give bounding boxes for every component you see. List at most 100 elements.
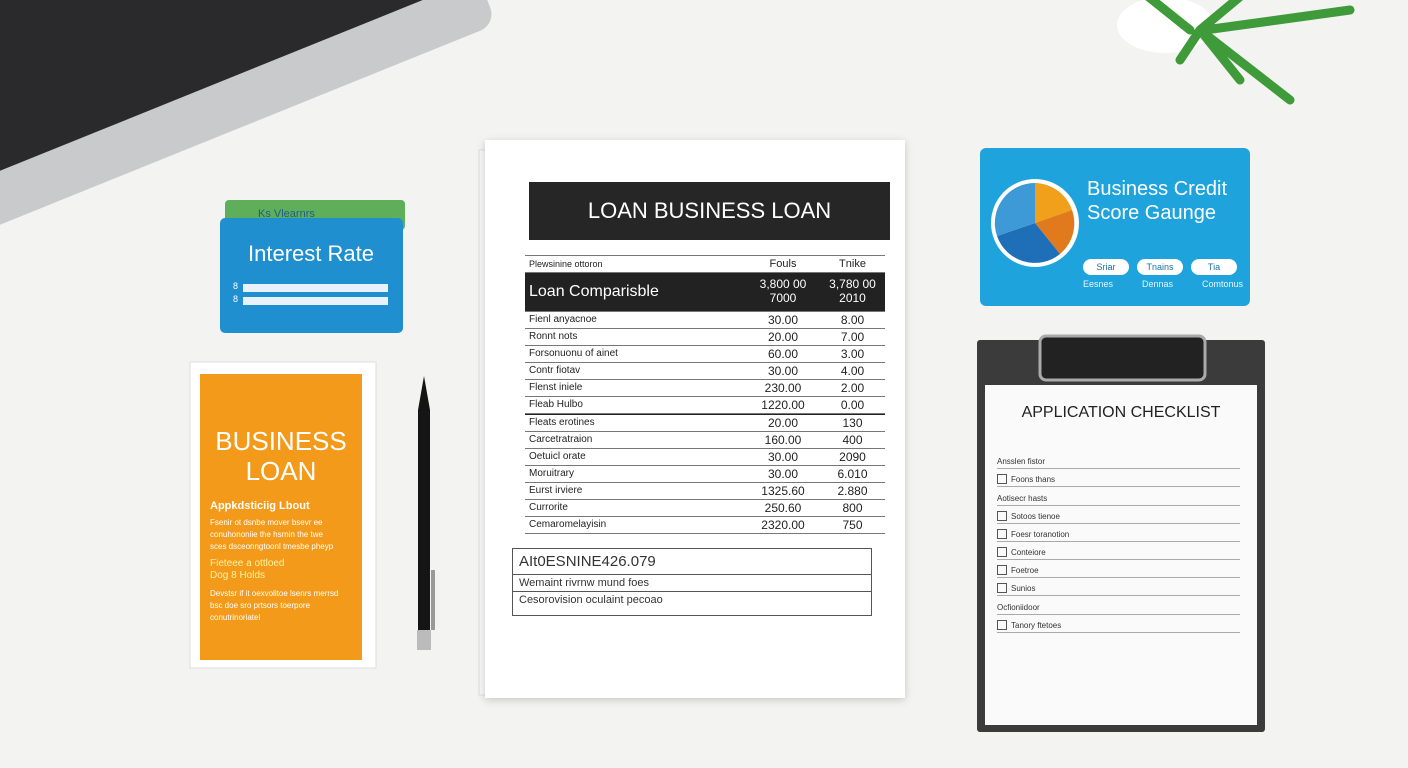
value-cell: 2.880 bbox=[837, 484, 868, 498]
header-cell: Fouls bbox=[769, 258, 797, 270]
checklist-row: Tanory ftetoes bbox=[997, 615, 1240, 633]
label-cell: Forsonuonu of ainet bbox=[529, 348, 618, 359]
business-footer-line: Devstsr if it oexvolitoe lsenrs merrsd bbox=[210, 589, 339, 598]
section-value: 2010 bbox=[839, 291, 866, 305]
checklist-title: APPLICATION CHECKLIST bbox=[1021, 404, 1221, 421]
plant bbox=[1117, 0, 1355, 105]
checkbox bbox=[997, 547, 1007, 557]
label-cell: Oetuicl orate bbox=[529, 451, 586, 462]
score-pill: Tnains bbox=[1137, 259, 1183, 275]
document-title: LOAN BUSINESS LOAN bbox=[529, 182, 890, 240]
checklist-row: Ocfioniidoor bbox=[997, 596, 1240, 615]
value-cell: 8.00 bbox=[840, 313, 865, 327]
checklist-item: Sunios bbox=[1011, 584, 1036, 593]
label-cell: Moruitrary bbox=[529, 468, 575, 479]
value-cell: 2320.00 bbox=[761, 518, 805, 532]
table-row: Moruitrary 30.00 6.010 bbox=[525, 466, 885, 483]
label-cell: Carcetratraion bbox=[529, 434, 593, 445]
rate-bar bbox=[243, 297, 388, 305]
value-cell: 750 bbox=[842, 518, 863, 532]
checklist-row: Sotoos tienoe bbox=[997, 506, 1240, 524]
value-cell: 60.00 bbox=[767, 347, 799, 361]
value-cell: 30.00 bbox=[767, 364, 799, 378]
table-header: Plewsinine ottoron Fouls Tnike bbox=[525, 255, 885, 273]
checklist-row: Foesr toranotion bbox=[997, 524, 1240, 542]
credit-labels: Eesnes Dennas Comtonus bbox=[1083, 279, 1243, 289]
clipboard-paper bbox=[985, 385, 1257, 725]
checklist-item: Sotoos tienoe bbox=[1011, 512, 1060, 521]
label-cell: Fleats erotines bbox=[529, 417, 595, 428]
value-cell: 20.00 bbox=[767, 330, 799, 344]
label-cell: Flenst iniele bbox=[529, 382, 583, 393]
checklist-heading: Ansslen fistor bbox=[997, 457, 1046, 466]
business-subtitle: Appkdsticiig Lbout bbox=[210, 500, 310, 512]
checkbox bbox=[997, 511, 1007, 521]
summary-line: Wemaint rivrnw mund foes bbox=[513, 575, 871, 592]
score-label: Eesnes bbox=[1083, 279, 1114, 289]
business-footer-line: conutrinoriatel bbox=[210, 613, 261, 622]
business-line: Fsenir ot dsnbe mover bsevr ee bbox=[210, 518, 323, 527]
checklist-items: Ansslen fistor Foons thans Aotisecr hasts S… bbox=[997, 450, 1240, 633]
value-cell: 30.00 bbox=[767, 467, 799, 481]
value-cell: 7.00 bbox=[840, 330, 865, 344]
table-row: Currorite 250.60 800 bbox=[525, 500, 885, 517]
value-cell: 1325.60 bbox=[761, 484, 805, 498]
checklist-item: Foesr toranotion bbox=[1011, 530, 1070, 539]
checklist-row: Conteiore bbox=[997, 542, 1240, 560]
table-row: Flenst iniele 230.00 2.00 bbox=[525, 380, 885, 397]
tab-label: Ks Vlearnrs bbox=[258, 208, 315, 220]
checklist-row: Foetroe bbox=[997, 560, 1240, 578]
business-line: conuhononiie the hsrnin the twe bbox=[210, 530, 323, 539]
table-row: Fleab Hulbo 1220.00 0.00 bbox=[525, 397, 885, 414]
section-value: 3,800 00 bbox=[759, 277, 807, 291]
interest-card bbox=[220, 218, 403, 333]
value-cell: 2090 bbox=[839, 450, 866, 464]
checklist-item: Conteiore bbox=[1011, 548, 1046, 557]
checklist-row: Sunios bbox=[997, 578, 1240, 596]
score-gauge bbox=[991, 179, 1079, 267]
label-cell: Fienl anyacnoe bbox=[529, 314, 597, 325]
value-cell: 160.00 bbox=[764, 433, 802, 447]
credit-pills: Sriar Tnains Tia bbox=[1083, 259, 1243, 275]
value-cell: 1220.00 bbox=[761, 398, 805, 412]
value-cell: 30.00 bbox=[767, 450, 799, 464]
checkbox bbox=[997, 474, 1007, 484]
business-footer-line: bsc doe sro prtsors toerpore bbox=[210, 601, 311, 610]
business-highlight: Fieteee a ottloed Dog 8 Holds bbox=[210, 558, 285, 582]
value-cell: 6.010 bbox=[837, 467, 868, 481]
value-cell: 20.00 bbox=[767, 416, 799, 430]
label-cell: Currorite bbox=[529, 502, 568, 513]
summary-box: AIt0ESNINE426.079 Wemaint rivrnw mund fo… bbox=[512, 548, 872, 616]
table-row: Carcetratraion 160.00 400 bbox=[525, 432, 885, 449]
score-label: Dennas bbox=[1141, 279, 1174, 289]
value-cell: 230.00 bbox=[764, 381, 802, 395]
label-cell: Cemaromelayisin bbox=[529, 519, 607, 530]
rate-mark: 8 bbox=[233, 294, 239, 304]
table-row: Eurst irviere 1325.60 2.880 bbox=[525, 483, 885, 500]
credit-title: Business Credit Score Gaunge bbox=[1087, 178, 1228, 224]
checklist-item: Foons thans bbox=[1011, 475, 1056, 484]
checkbox bbox=[997, 565, 1007, 575]
value-cell: 130 bbox=[842, 416, 863, 430]
interest-title: Interest Rate bbox=[248, 241, 374, 266]
checklist-item: Tanory ftetoes bbox=[1011, 621, 1062, 630]
value-cell: 0.00 bbox=[840, 398, 865, 412]
checkbox bbox=[997, 529, 1007, 539]
business-title: BUSINESS LOAN bbox=[215, 426, 347, 486]
orange-card bbox=[200, 374, 362, 660]
checklist-row: Aotisecr hasts bbox=[997, 487, 1240, 506]
business-lines: Fsenir ot dsnbe mover bsevr ee conuhononi… bbox=[210, 517, 333, 553]
table-row: Ronnt nots 20.00 7.00 bbox=[525, 329, 885, 346]
table-row: Forsonuonu of ainet 60.00 3.00 bbox=[525, 346, 885, 363]
table-row: Contr fiotav 30.00 4.00 bbox=[525, 363, 885, 380]
score-pill: Tia bbox=[1191, 259, 1237, 275]
section-value: 7000 bbox=[769, 291, 797, 305]
checklist-row: Ansslen fistor bbox=[997, 450, 1240, 469]
comparison-table: Plewsinine ottoron Fouls Tnike Loan Compari… bbox=[525, 255, 885, 534]
table-row: Oetuicl orate 30.00 2090 bbox=[525, 449, 885, 466]
section-value: 3,780 00 bbox=[829, 277, 876, 291]
table-row: Fleats erotines 20.00 130 bbox=[525, 414, 885, 432]
summary-title: AIt0ESNINE426.079 bbox=[513, 549, 871, 575]
value-cell: 3.00 bbox=[840, 347, 865, 361]
label-cell: Contr fiotav bbox=[529, 365, 581, 376]
